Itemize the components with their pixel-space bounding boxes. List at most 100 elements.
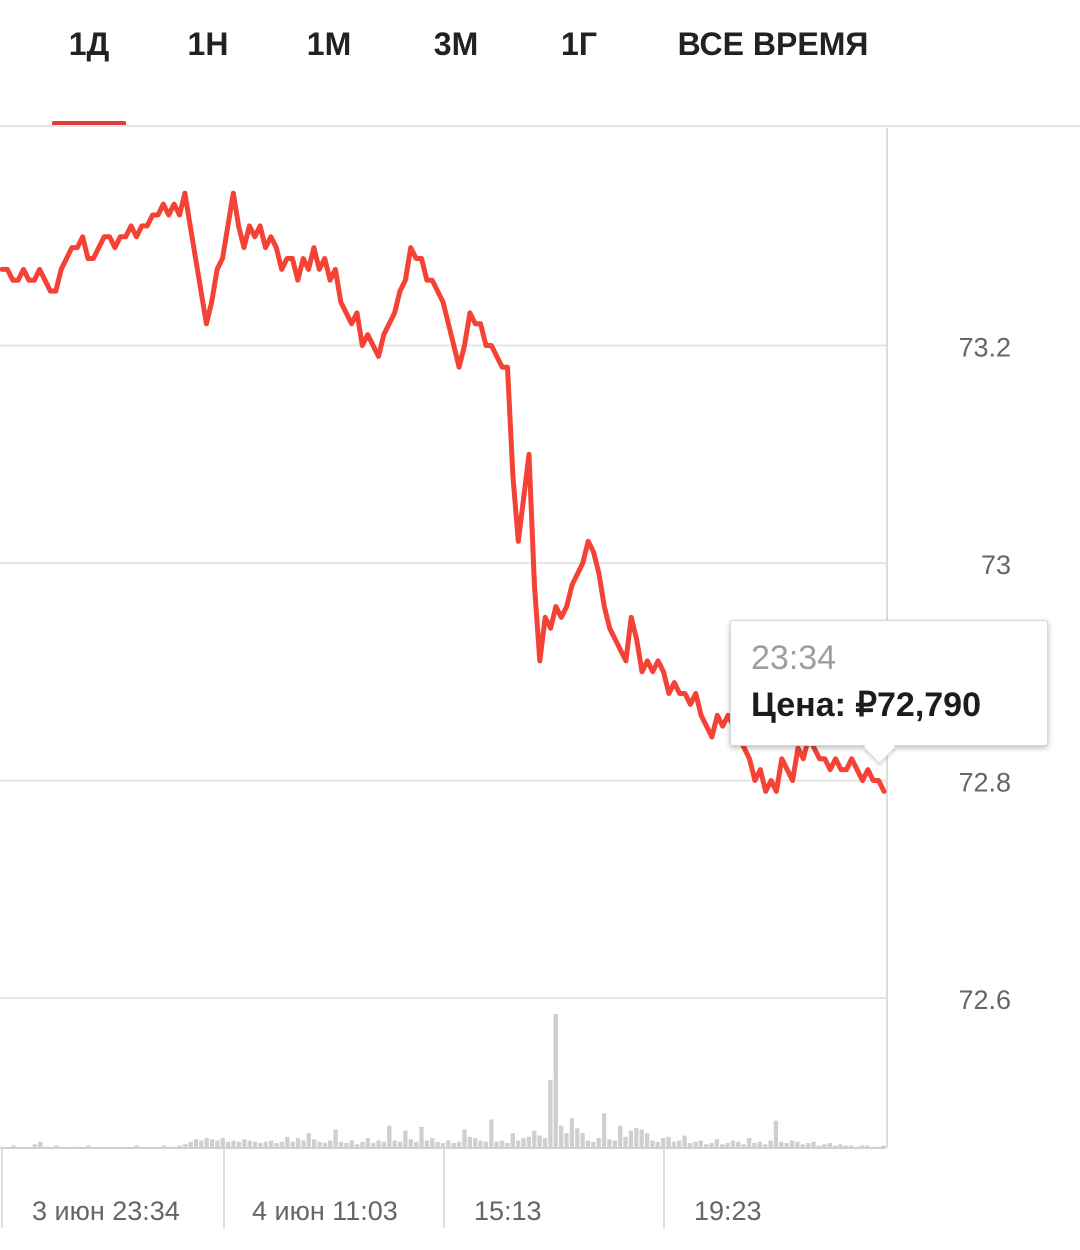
volume-bar (714, 1139, 720, 1148)
volume-bar (473, 1138, 478, 1148)
volume-bar (226, 1141, 231, 1148)
volume-bar (290, 1141, 295, 1148)
volume-bar (779, 1141, 784, 1148)
tab-3m[interactable]: 3М (433, 26, 479, 62)
volume-bar (693, 1141, 698, 1148)
volume-bar (38, 1141, 43, 1148)
tab-1w[interactable]: 1Н (187, 26, 229, 62)
volume-bar (193, 1139, 199, 1148)
volume-bar (650, 1140, 655, 1148)
x-tick-label: 15:13 (474, 1196, 542, 1226)
y-tick-label: 72.8 (958, 768, 1011, 798)
volume-bar (387, 1125, 392, 1148)
volume-bar (746, 1138, 752, 1148)
volume-bar (32, 1144, 38, 1148)
volume-bar (768, 1140, 773, 1148)
volume-bar (526, 1136, 532, 1148)
tab-all-time[interactable]: ВСЕ ВРЕМЯ (677, 26, 869, 62)
volume-bar (532, 1130, 537, 1148)
volume-bar (848, 1145, 854, 1148)
volume-bar (311, 1139, 317, 1148)
volume-bar (354, 1144, 360, 1148)
tooltip-price: Цена: ₽72,790 (751, 686, 981, 724)
volume-bar (414, 1141, 419, 1148)
volume-bar (537, 1135, 542, 1148)
volume-bar (285, 1136, 290, 1148)
volume-bar (730, 1140, 736, 1148)
volume-bar (516, 1140, 521, 1148)
x-tick-label: 4 июн 11:03 (252, 1196, 398, 1226)
volume-bar (397, 1141, 403, 1148)
volume-bar (258, 1143, 263, 1148)
volume-bar (827, 1143, 832, 1148)
volume-bar (467, 1136, 472, 1148)
active-tab-indicator (52, 121, 126, 127)
volume-bar (682, 1135, 687, 1148)
volume-bar (483, 1141, 489, 1148)
volume-bar (328, 1140, 333, 1148)
volume-bar (295, 1138, 301, 1148)
volume-bar (720, 1144, 725, 1148)
volume-bar (553, 1014, 558, 1148)
volume-bar (419, 1126, 424, 1148)
volume-bar (698, 1140, 703, 1148)
period-tabs: 1Д 1Н 1М 3М 1Г ВСЕ ВРЕМЯ (0, 0, 1080, 127)
y-tick-label: 72.6 (958, 985, 1011, 1015)
volume-bar (639, 1129, 644, 1148)
volume-bar (569, 1118, 575, 1148)
tooltip-time: 23:34 (751, 639, 837, 677)
volume-bar (177, 1145, 183, 1148)
volume-bar (800, 1144, 805, 1148)
volume-bar (838, 1144, 843, 1148)
volume-bar (623, 1136, 628, 1148)
volume-bar (612, 1140, 617, 1148)
volume-bar (199, 1140, 204, 1148)
volume-bar (215, 1140, 220, 1148)
volume-bar (403, 1130, 408, 1148)
volume-bar (607, 1139, 612, 1148)
volume-bar (757, 1141, 762, 1148)
volume-bar (709, 1143, 714, 1148)
volume-bar (183, 1144, 188, 1148)
volume-bar (628, 1130, 634, 1148)
volume-bar (349, 1140, 354, 1148)
volume-bar (832, 1145, 838, 1148)
volume-bar (763, 1144, 768, 1148)
volume-bar (333, 1129, 338, 1148)
volume-bar (338, 1141, 344, 1148)
volume-bar (360, 1141, 365, 1148)
volume-bar (381, 1141, 387, 1148)
tabs-divider (0, 125, 1080, 127)
volume-bar (859, 1145, 864, 1148)
volume-bar (161, 1145, 166, 1148)
volume-bar (236, 1141, 242, 1148)
volume-bar (279, 1141, 285, 1148)
volume-bar (456, 1141, 462, 1148)
volume-bar (601, 1113, 607, 1148)
volume-bar (306, 1133, 311, 1148)
volume-bar (247, 1140, 252, 1148)
volume-bar (666, 1136, 671, 1148)
volume-bar (575, 1128, 580, 1148)
tab-1d[interactable]: 1Д (68, 26, 110, 62)
volume-bar (843, 1145, 848, 1148)
volume-bar (596, 1138, 601, 1148)
volume-bar (263, 1141, 268, 1148)
volume-bar (274, 1143, 279, 1148)
volume-bar (188, 1141, 193, 1148)
volume-bar (252, 1141, 258, 1148)
volume-bar (301, 1140, 306, 1148)
volume-bar (703, 1144, 709, 1148)
volume-bar (865, 1145, 870, 1148)
volume-bar (209, 1139, 215, 1148)
tab-1m[interactable]: 1М (306, 26, 352, 62)
tab-1y[interactable]: 1Г (561, 26, 597, 62)
volume-bar (677, 1140, 682, 1148)
volume-bar (435, 1141, 440, 1148)
volume-bar (392, 1140, 397, 1148)
volume-bar (322, 1143, 328, 1148)
volume-bar (585, 1140, 591, 1148)
volume-bar (811, 1141, 816, 1148)
x-tick-label: 3 июн 23:34 (32, 1196, 180, 1226)
volume-bar (86, 1145, 91, 1148)
